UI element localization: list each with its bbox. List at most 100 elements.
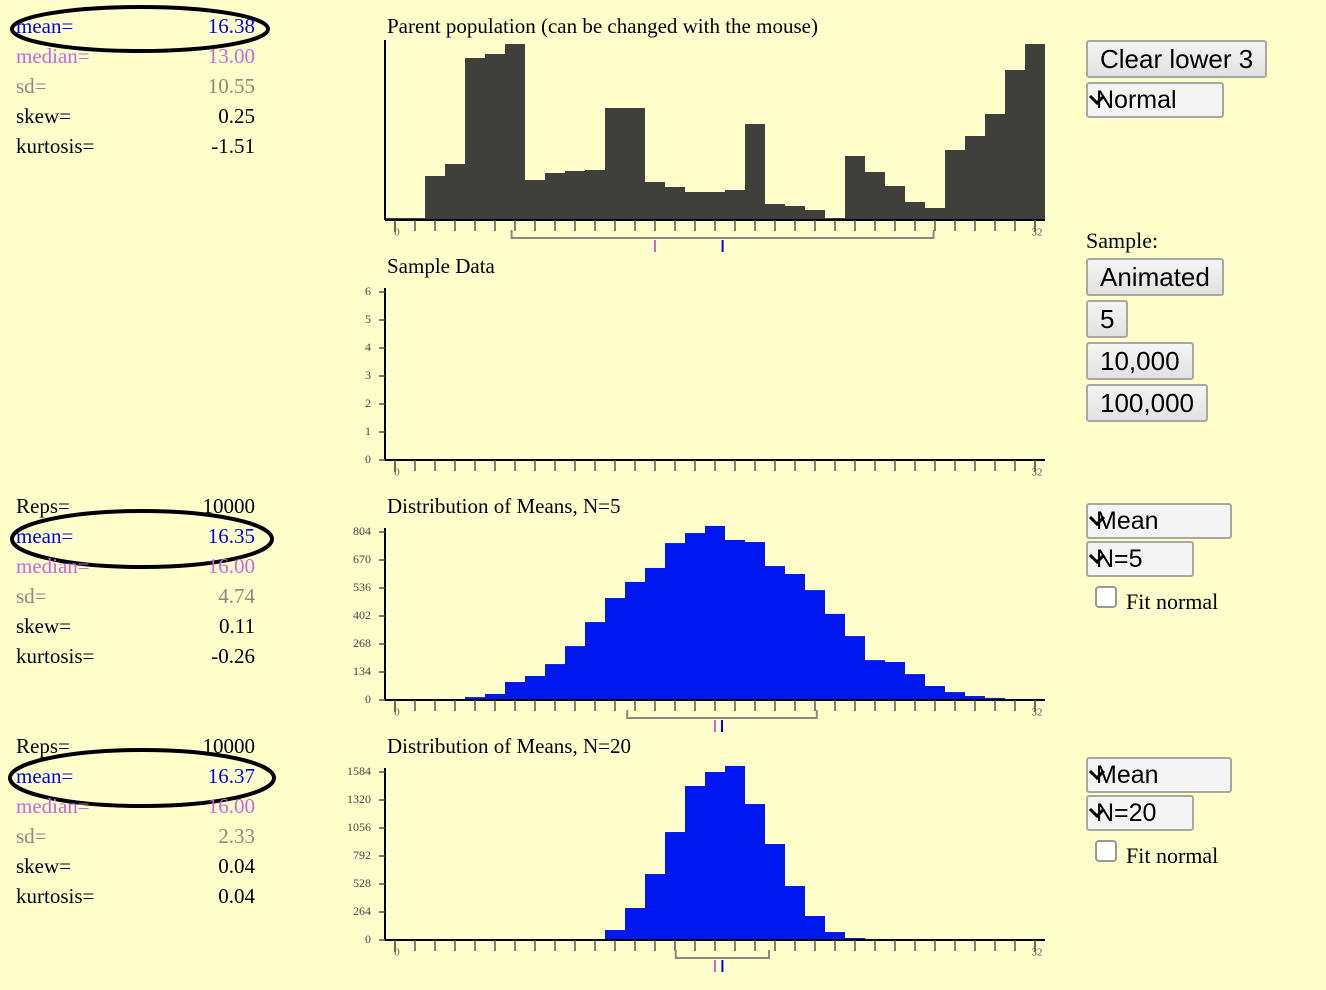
y-tick-label: 402 [353, 608, 371, 622]
y-tick-label: 1 [365, 424, 371, 438]
n-select[interactable]: N=20 [1086, 795, 1194, 831]
chevron [1088, 553, 1106, 565]
bar [585, 622, 605, 700]
stat-name: median= [16, 794, 90, 818]
stat-name: kurtosis= [16, 644, 94, 668]
stat-name: median= [16, 554, 90, 578]
bar [1005, 70, 1025, 220]
bar [605, 108, 625, 220]
x-tick-label: 32 [1032, 947, 1043, 959]
sd-bracket [510, 230, 935, 239]
bar [485, 54, 505, 220]
bar [825, 613, 845, 700]
bar [545, 664, 565, 700]
bar [765, 844, 785, 940]
stat-name: skew= [16, 104, 71, 128]
bar [505, 682, 525, 700]
bar [685, 192, 705, 220]
bar [865, 172, 885, 220]
bar [965, 136, 985, 220]
sample-button[interactable]: Animated [1086, 258, 1224, 296]
bar [945, 150, 965, 220]
shape-select[interactable]: Normal [1086, 82, 1224, 118]
stat-value: 0.25 [218, 104, 255, 128]
sample-button[interactable]: 100,000 [1086, 384, 1208, 422]
x-tick-label: 0 [394, 707, 400, 719]
stat-value: 10.55 [208, 74, 255, 98]
stat-name: mean= [16, 524, 73, 548]
x-tick-label: 32 [1032, 707, 1043, 719]
highlight-ellipse [10, 5, 270, 53]
y-tick-label: 268 [353, 636, 371, 650]
bar [585, 170, 605, 220]
bar [685, 786, 705, 940]
bar [665, 832, 685, 940]
stat-value: 0.04 [218, 884, 255, 908]
y-tick-label: 0 [365, 932, 371, 946]
y-tick-label: 0 [365, 692, 371, 706]
bar [925, 686, 945, 700]
stat-name: skew= [16, 614, 71, 638]
bar [685, 533, 705, 700]
bar [785, 886, 805, 940]
x-tick-label: 0 [394, 467, 400, 479]
chevron [1088, 769, 1106, 781]
stat-name: median= [16, 44, 90, 68]
y-tick-label: 1584 [347, 764, 371, 778]
bar [665, 543, 685, 700]
chevron [1088, 515, 1106, 527]
bar [605, 930, 625, 940]
x-tick-label: 32 [1032, 227, 1043, 239]
sample-label: Sample: [1086, 228, 1159, 253]
statistic-select[interactable]: Mean [1086, 503, 1232, 539]
stat-value: 4.74 [218, 584, 255, 608]
chart-title: Distribution of Means, N=20 [387, 734, 631, 758]
bar [845, 636, 865, 700]
bar [965, 696, 985, 700]
bar [465, 697, 485, 700]
stat-value: -1.51 [211, 134, 255, 158]
bar [745, 124, 765, 220]
reps-name: Reps= [16, 494, 70, 518]
bar [505, 44, 525, 220]
sample-button[interactable]: 5 [1086, 300, 1129, 338]
chart-title: Distribution of Means, N=5 [387, 494, 621, 518]
fit-label: Fit normal [1126, 843, 1219, 868]
x-tick-label: 0 [394, 227, 400, 239]
bar [905, 674, 925, 700]
bar [725, 765, 745, 940]
y-tick-label: 670 [353, 552, 371, 566]
bar [945, 692, 965, 700]
fit-checkbox[interactable] [1095, 840, 1117, 862]
n-select[interactable]: N=5 [1086, 541, 1194, 577]
y-tick-label: 264 [353, 904, 371, 918]
y-tick-label: 3 [365, 368, 371, 382]
bar [765, 566, 785, 700]
stat-value: 16.35 [208, 524, 255, 548]
chevron [1088, 807, 1106, 819]
statistic-select[interactable]: Mean [1086, 757, 1232, 793]
stat-name: kurtosis= [16, 134, 94, 158]
y-tick-label: 804 [353, 524, 371, 538]
y-tick-label: 4 [365, 340, 371, 354]
bar [725, 539, 745, 700]
fit-checkbox[interactable] [1095, 586, 1117, 608]
fit-label: Fit normal [1126, 589, 1219, 614]
bar [865, 660, 885, 700]
clear-button[interactable]: Clear lower 3 [1086, 40, 1268, 78]
bar [765, 204, 785, 220]
sample-button[interactable]: 10,000 [1086, 342, 1194, 380]
stat-value: 0.11 [219, 614, 255, 638]
bar [625, 581, 645, 700]
stat-name: sd= [16, 584, 47, 608]
y-tick-label: 792 [353, 848, 371, 862]
x-tick-label: 0 [394, 947, 400, 959]
stat-name: sd= [16, 824, 47, 848]
bar [885, 186, 905, 220]
bar [845, 156, 865, 220]
bar [565, 171, 585, 220]
bar [845, 937, 865, 940]
bar [645, 874, 665, 940]
y-tick-label: 0 [365, 452, 371, 466]
bar [805, 590, 825, 700]
